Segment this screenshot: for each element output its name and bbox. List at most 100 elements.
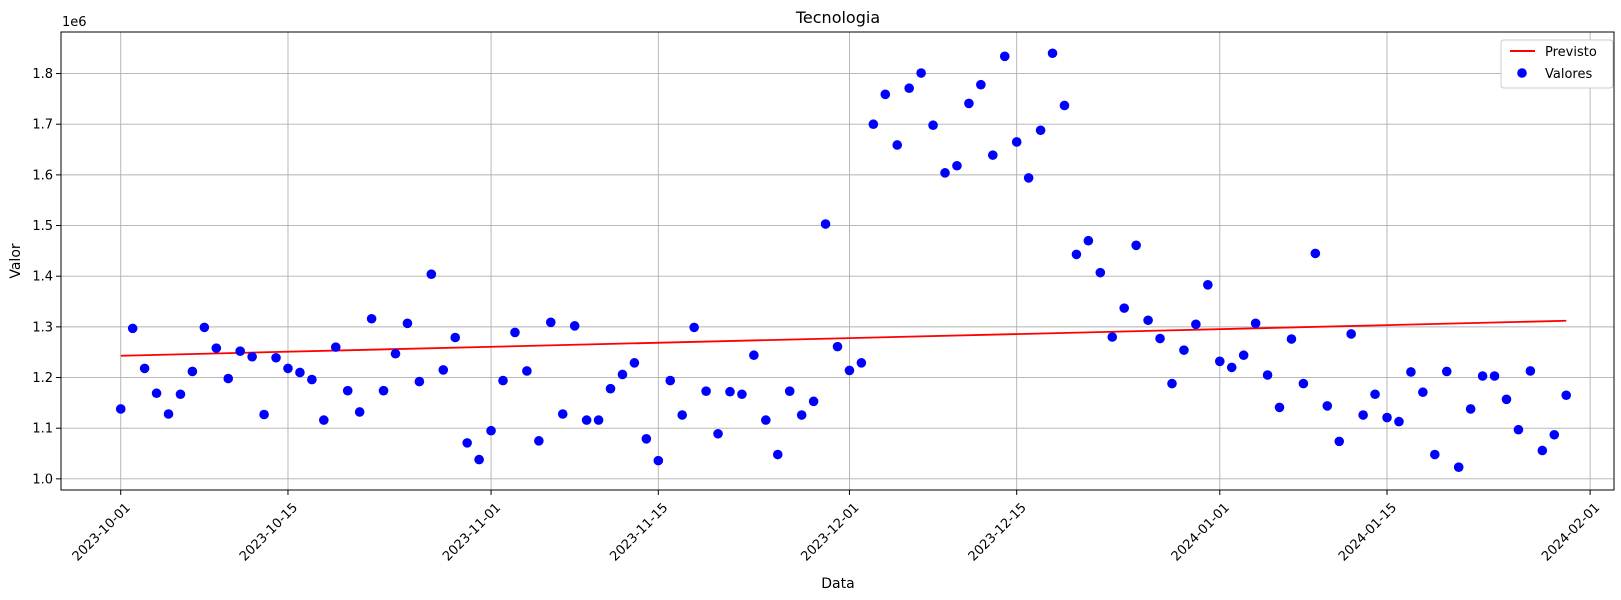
scatter-point — [749, 350, 759, 361]
y-tick-label: 1.6 — [32, 168, 53, 183]
scatter-point — [426, 269, 437, 279]
scatter-point — [283, 363, 293, 374]
scatter-point — [462, 438, 472, 448]
y-tick-label: 1.0 — [32, 472, 53, 487]
scatter-point — [1477, 371, 1488, 381]
scatter-point — [1155, 333, 1165, 344]
scatter-point — [1119, 303, 1130, 313]
x-tick-label: 2023-12-01 — [798, 500, 862, 564]
scatter-point — [1358, 410, 1368, 420]
scatter-point — [641, 434, 652, 444]
y-axis-label: Valor — [8, 243, 24, 279]
x-tick-label: 2024-02-01 — [1539, 500, 1603, 564]
scatter-point — [1131, 240, 1141, 251]
scatter-point — [307, 374, 317, 385]
scatter-point — [127, 323, 138, 334]
x-axis-label: Data — [821, 576, 854, 592]
scatter-point — [1406, 367, 1416, 377]
y-tick-label: 1.8 — [32, 67, 53, 82]
scatter-point — [1430, 449, 1440, 460]
scatter-point — [1107, 332, 1118, 342]
scatter-point — [1167, 378, 1177, 389]
scatter-points-layer — [115, 48, 1572, 473]
y-axis-offset-label: 1e6 — [62, 15, 87, 30]
legend-label-valores: Valores — [1545, 67, 1592, 82]
scatter-point — [534, 436, 544, 446]
scatter-point — [1179, 345, 1189, 355]
scatter-point — [390, 348, 401, 359]
scatter-point — [844, 365, 855, 376]
scatter-point — [545, 317, 556, 328]
scatter-point — [988, 150, 998, 160]
scatter-point — [378, 385, 389, 396]
scatter-point — [223, 373, 234, 384]
scatter-point — [1453, 462, 1464, 473]
scatter-point — [856, 358, 867, 368]
grid — [61, 32, 1614, 490]
scatter-point — [139, 363, 150, 374]
scatter-point — [1370, 389, 1380, 400]
scatter-point — [1513, 424, 1524, 435]
scatter-point — [1047, 48, 1058, 59]
scatter-point — [999, 51, 1010, 62]
scatter-point — [1095, 267, 1106, 278]
scatter-point — [354, 407, 365, 417]
scatter-point — [1346, 329, 1356, 339]
scatter-point — [868, 119, 879, 130]
scatter-point — [629, 358, 640, 368]
scatter-point — [1238, 350, 1249, 361]
scatter-point — [1226, 362, 1237, 373]
scatter-point — [1525, 366, 1536, 376]
scatter-point — [211, 343, 222, 353]
scatter-point — [259, 409, 269, 420]
scatter-point — [342, 385, 353, 396]
chart-title: Tecnologia — [795, 8, 880, 27]
scatter-point — [557, 409, 568, 419]
scatter-point — [486, 425, 496, 436]
scatter-point — [366, 313, 377, 324]
y-tick-label: 1.5 — [32, 219, 53, 234]
scatter-point — [1382, 412, 1392, 423]
scatter-point — [784, 386, 795, 397]
scatter-point — [796, 410, 807, 420]
scatter-point — [1035, 125, 1046, 136]
scatter-point — [438, 365, 449, 375]
scatter-point — [653, 455, 664, 466]
y-tick-label: 1.3 — [32, 320, 53, 335]
scatter-point — [725, 386, 735, 397]
legend-marker-swatch — [1517, 68, 1527, 78]
scatter-point — [414, 376, 425, 387]
x-tick-label: 2023-12-15 — [966, 500, 1030, 564]
scatter-point — [1441, 366, 1452, 377]
scatter-point — [1011, 137, 1022, 147]
x-tick-label: 2024-01-15 — [1336, 500, 1400, 564]
y-tick-label: 1.1 — [32, 422, 53, 437]
scatter-point — [904, 83, 914, 94]
scatter-point — [1394, 416, 1404, 427]
y-tick-label: 1.7 — [32, 118, 53, 133]
scatter-point — [701, 386, 711, 397]
scatter-point — [713, 428, 723, 439]
scatter-point — [1549, 429, 1560, 440]
x-axis-ticks: 2023-10-01 2023-10-15 2023-11-01 2023-11-15… — [70, 490, 1603, 564]
scatter-point — [1298, 378, 1309, 389]
scatter-point — [199, 322, 210, 333]
scatter-point — [605, 383, 616, 394]
plot-frame — [60, 31, 1615, 491]
scatter-point — [940, 168, 950, 178]
scatter-point — [295, 367, 305, 378]
scatter-point — [1262, 370, 1273, 380]
scatter-point — [1203, 280, 1213, 290]
scatter-point — [474, 454, 484, 465]
scatter-point — [1083, 235, 1094, 246]
scatter-point — [964, 98, 974, 109]
scatter-point — [1286, 334, 1297, 344]
y-tick-label: 1.4 — [32, 270, 53, 285]
y-tick-label: 1.2 — [32, 371, 53, 386]
scatter-point — [163, 409, 174, 419]
scatter-point — [928, 120, 938, 131]
scatter-point — [689, 322, 699, 333]
scatter-point — [1250, 318, 1261, 329]
scatter-point — [820, 219, 831, 229]
